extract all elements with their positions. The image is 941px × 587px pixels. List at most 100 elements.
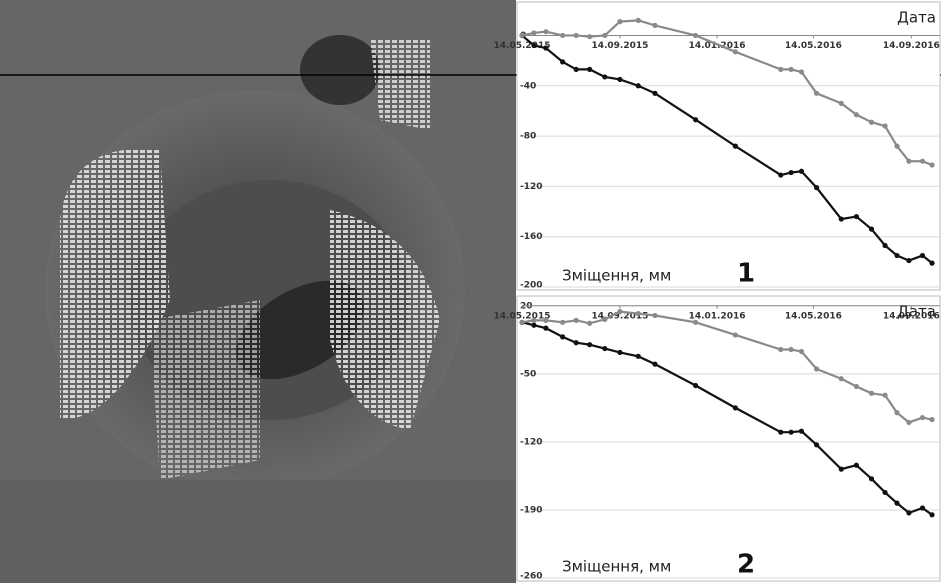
y-tick-label: -260 [520, 572, 543, 582]
data-point [920, 253, 925, 258]
data-point [789, 430, 794, 435]
data-point [587, 34, 592, 39]
data-point [894, 144, 899, 149]
data-point [789, 170, 794, 175]
data-point [799, 429, 804, 434]
data-point [929, 162, 934, 167]
data-point [574, 318, 579, 323]
data-point [839, 101, 844, 106]
data-point [531, 318, 536, 323]
y-tick-label: -120 [520, 182, 543, 192]
chart-number: 1 [737, 259, 755, 289]
data-point [778, 172, 783, 177]
data-point [869, 120, 874, 125]
x-tick-label: 14.05.2015 [494, 41, 551, 51]
data-point [869, 391, 874, 396]
data-point [920, 415, 925, 420]
data-point [789, 347, 794, 352]
x-tick-label: 14.09.2016 [883, 41, 940, 51]
x-tick-label: 14.01.2016 [689, 41, 746, 51]
data-point [519, 33, 524, 38]
data-point [778, 430, 783, 435]
data-point [906, 159, 911, 164]
data-point [543, 29, 548, 34]
data-point [602, 74, 607, 79]
y-axis-label: Зміщення, мм [562, 558, 671, 576]
data-point [789, 67, 794, 72]
data-point [854, 214, 859, 219]
data-point [929, 512, 934, 517]
data-point [799, 169, 804, 174]
data-point [602, 346, 607, 351]
data-point [778, 347, 783, 352]
x-axis-label: Дата [897, 9, 936, 27]
data-point [854, 112, 859, 117]
data-point [778, 67, 783, 72]
data-point [839, 216, 844, 221]
y-tick-label: -50 [520, 369, 536, 379]
data-point [693, 33, 698, 38]
data-point [814, 366, 819, 371]
data-point [531, 323, 536, 328]
data-point [882, 123, 887, 128]
data-point [894, 410, 899, 415]
data-point [636, 18, 641, 23]
page: 0-40-80-120-160-20014.05.201514.09.20151… [0, 0, 941, 583]
data-point [652, 313, 657, 318]
data-point [894, 253, 899, 258]
x-axis-label: Дата [897, 303, 936, 321]
data-point [617, 309, 622, 314]
data-point [560, 33, 565, 38]
data-point [929, 261, 934, 266]
data-point [543, 326, 548, 331]
data-point [560, 59, 565, 64]
y-tick-label: -190 [520, 505, 543, 515]
data-point [617, 350, 622, 355]
figure: 0-40-80-120-160-20014.05.201514.09.20151… [0, 0, 941, 583]
data-point [906, 258, 911, 263]
data-point [854, 463, 859, 468]
data-point [652, 91, 657, 96]
data-point [602, 317, 607, 322]
y-tick-label: -120 [520, 437, 543, 447]
data-point [519, 320, 524, 325]
data-point [894, 501, 899, 506]
data-point [733, 405, 738, 410]
data-point [839, 467, 844, 472]
x-tick-label: 14.05.2016 [785, 41, 842, 51]
y-tick-label: -160 [520, 232, 543, 242]
data-point [869, 476, 874, 481]
data-point [652, 23, 657, 28]
data-point [882, 490, 887, 495]
data-point [636, 83, 641, 88]
data-point [854, 384, 859, 389]
satellite-image [0, 0, 516, 583]
data-point [693, 383, 698, 388]
data-point [587, 342, 592, 347]
data-point [882, 243, 887, 248]
data-point [920, 505, 925, 510]
x-tick-label: 14.09.2015 [591, 41, 648, 51]
data-point [814, 185, 819, 190]
data-point [617, 19, 622, 24]
data-point [543, 45, 548, 50]
data-point [929, 417, 934, 422]
data-point [574, 33, 579, 38]
chart-frame [517, 296, 940, 581]
data-point [733, 144, 738, 149]
data-point [693, 320, 698, 325]
data-point [839, 376, 844, 381]
data-point [574, 340, 579, 345]
data-point [799, 349, 804, 354]
data-point [560, 320, 565, 325]
data-point [574, 67, 579, 72]
x-tick-label: 14.01.2016 [689, 311, 746, 321]
data-point [920, 159, 925, 164]
data-point [882, 393, 887, 398]
data-point [636, 311, 641, 316]
y-tick-label: -200 [520, 281, 543, 291]
data-point [560, 334, 565, 339]
data-point [733, 49, 738, 54]
y-axis-label: Зміщення, мм [562, 267, 671, 285]
data-point [652, 362, 657, 367]
